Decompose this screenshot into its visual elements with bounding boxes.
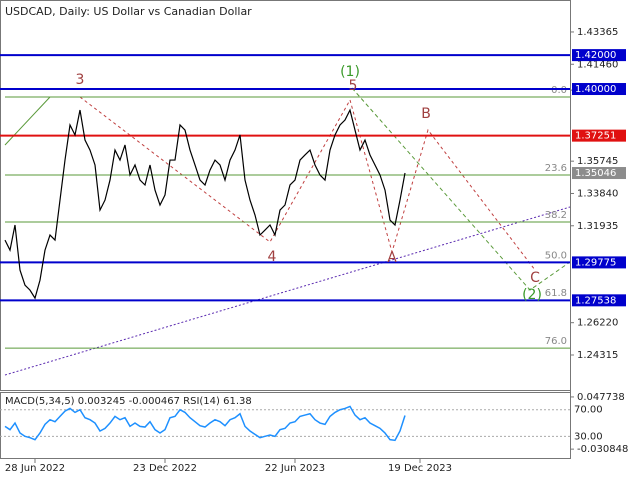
y-tick-label: 1.35745	[577, 156, 618, 167]
wave-label: A	[387, 250, 397, 266]
fib-label: 23.6	[545, 163, 567, 174]
fib-label: 38.2	[545, 210, 567, 221]
wave-label: 4	[268, 249, 277, 265]
indicator-title: MACD(5,34,5) 0.003245 -0.000467 RSI(14) …	[5, 396, 252, 407]
main-panel	[0, 0, 571, 391]
wave-label: 3	[76, 72, 85, 88]
wave-label: (2)	[522, 287, 542, 303]
wave-path-green	[351, 87, 571, 291]
fib-label: 50.0	[545, 250, 567, 261]
level-label: 1.42000	[575, 50, 616, 61]
indicator-tick-label: -0.030848	[577, 444, 628, 455]
indicator-tick-label: 30.00	[574, 431, 603, 442]
level-label: 1.40000	[575, 84, 616, 95]
x-tick-label: 28 Jun 2022	[5, 463, 65, 474]
y-tick-label: 1.43365	[577, 27, 618, 38]
indicator-panel	[0, 392, 571, 459]
level-box	[572, 256, 626, 269]
x-tick-label: 23 Dec 2022	[133, 463, 197, 474]
chart-title: USDCAD, Daily: US Dollar vs Canadian Dol…	[5, 5, 252, 18]
y-tick-label: 1.26220	[577, 318, 618, 329]
wave-label: 5	[349, 78, 358, 94]
level-label: 1.29775	[575, 257, 616, 268]
indicator-tick-label: 70.00	[574, 405, 603, 416]
y-tick-label: 1.41460	[577, 59, 618, 70]
level-box	[572, 83, 626, 96]
wave-label: B	[421, 106, 431, 122]
level-box	[572, 49, 626, 62]
wave-label: C	[530, 270, 540, 286]
indicator-tick-label: 0.047738	[577, 392, 625, 403]
y-tick-label: 1.24315	[577, 350, 618, 361]
channel-line	[4, 96, 51, 146]
y-tick-label: 1.33840	[577, 188, 618, 199]
y-tick-label: 1.31935	[577, 221, 618, 232]
price-line	[4, 108, 406, 300]
last-price-label: 1.35046	[575, 168, 616, 179]
last-price-box	[572, 167, 626, 180]
wave-label: (1)	[340, 64, 360, 80]
level-box	[572, 294, 626, 307]
x-tick-label: 22 Jun 2023	[265, 463, 325, 474]
fib-label: 0.0	[551, 85, 567, 96]
fib-label: 61.8	[545, 288, 567, 299]
x-tick-label: 19 Dec 2023	[388, 463, 452, 474]
fib-label: 76.0	[545, 336, 567, 347]
level-label: 1.37251	[575, 131, 616, 142]
level-box	[572, 129, 626, 142]
wave-path	[79, 96, 536, 271]
rsi-line	[4, 405, 406, 442]
level-label: 1.27538	[575, 295, 616, 306]
wave-lines	[4, 87, 571, 376]
